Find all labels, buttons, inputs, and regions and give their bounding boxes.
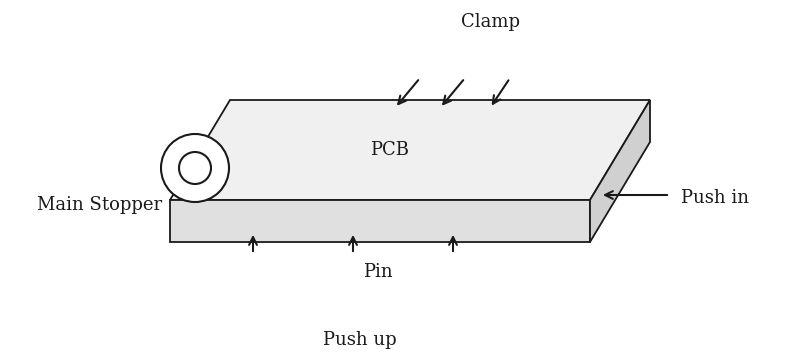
Polygon shape bbox=[590, 100, 650, 242]
Text: Clamp: Clamp bbox=[460, 13, 520, 31]
Ellipse shape bbox=[179, 152, 211, 184]
Text: Push in: Push in bbox=[681, 189, 749, 207]
Polygon shape bbox=[170, 100, 650, 200]
Ellipse shape bbox=[161, 134, 229, 202]
Polygon shape bbox=[170, 200, 590, 242]
Text: Push up: Push up bbox=[323, 331, 397, 349]
Text: PCB: PCB bbox=[371, 141, 409, 159]
Text: Main Stopper: Main Stopper bbox=[37, 196, 162, 214]
Text: Pin: Pin bbox=[363, 263, 393, 281]
